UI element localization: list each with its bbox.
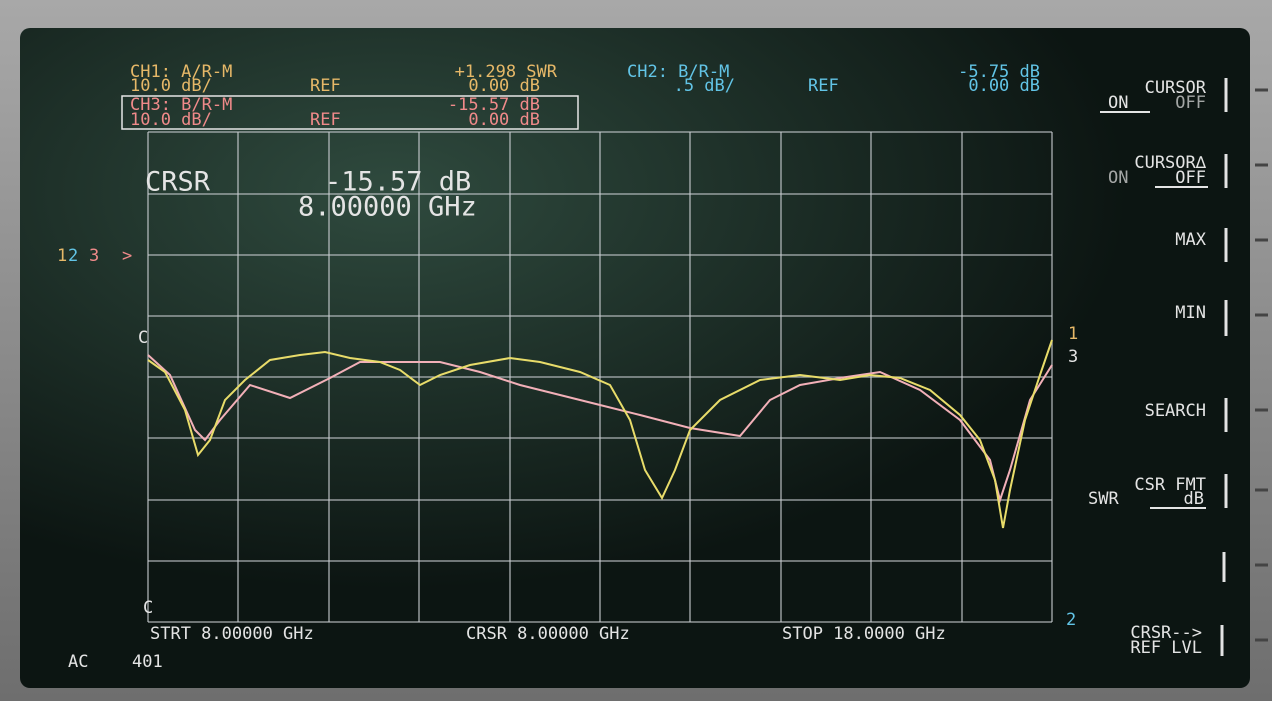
softkey-option: OFF [1175, 93, 1206, 113]
bezel-ticks [1255, 88, 1268, 642]
softkey[interactable]: MIN [1175, 300, 1228, 336]
ch3-ref-value: 0.00 dB [468, 110, 540, 130]
ch3-value: -15.57 dB [448, 95, 540, 115]
cursor-marker-top: C [138, 328, 148, 348]
cursor-frequency: 8.00000 GHz [298, 192, 477, 223]
trace-ch3 [147, 354, 1053, 504]
softkey-label: MAX [1175, 230, 1206, 250]
ch1-scale: 10.0 dB/ [130, 76, 212, 96]
ch1-value: +1.298 SWR [455, 62, 558, 82]
ch2-ref: REF [808, 76, 839, 96]
softkey[interactable]: SEARCH [1145, 398, 1228, 432]
screen [20, 28, 1250, 688]
softkey-sublabel: REF LVL [1130, 638, 1202, 658]
softkey[interactable]: CRSR--> REF LVL [1130, 623, 1224, 658]
ch2-label: CH2: B/R-M [627, 62, 729, 82]
softkey-option: ON [1108, 168, 1128, 188]
ch1-ref-value: 0.00 dB [468, 76, 540, 96]
stop-frequency: STOP 18.0000 GHz [782, 624, 946, 644]
softkey-option: OFF [1175, 168, 1206, 188]
ch1-label: CH1: A/R-M [130, 62, 232, 82]
softkey[interactable]: CURSOR ON OFF [1100, 78, 1228, 113]
marker-1: 1 [57, 246, 67, 266]
ch3-scale: 10.0 dB/ [130, 110, 212, 130]
ch2-scale: .5 dB/ [674, 76, 735, 96]
marker-2: 2 [68, 246, 78, 266]
ch1-ref: REF [310, 76, 341, 96]
marker-3: 3 [89, 246, 99, 266]
ch3-label: CH3: B/R-M [130, 95, 232, 115]
ch2-value: -5.75 dB [958, 62, 1040, 82]
softkey[interactable]: MAX [1175, 228, 1228, 262]
softkey-option: SWR [1088, 489, 1119, 509]
right-marker-2: 2 [1066, 610, 1076, 630]
points: 401 [132, 652, 163, 672]
softkey-label: MIN [1175, 303, 1206, 323]
softkey-option: dB [1184, 489, 1204, 509]
active-channel-box [121, 95, 579, 130]
start-frequency: STRT 8.00000 GHz [150, 624, 314, 644]
right-marker-1: 1 [1068, 324, 1078, 344]
softkey[interactable]: CURSOR∆ ON OFF [1108, 153, 1228, 188]
softkey-label: CURSOR∆ [1134, 153, 1206, 173]
right-marker-3: 3 [1068, 347, 1078, 367]
ch3-ref: REF [310, 110, 341, 130]
cursor-value: -15.57 dB [325, 167, 471, 198]
softkey-option: ON [1108, 93, 1128, 113]
grid [147, 131, 1053, 623]
softkey-label: CRSR--> [1130, 623, 1202, 643]
cursor-frequency-footer: CRSR 8.00000 GHz [466, 624, 630, 644]
softkey-label: CURSOR [1145, 78, 1207, 98]
cursor-marker-bottom: C [143, 598, 153, 618]
ch2-ref-value: 0.00 dB [968, 76, 1040, 96]
softkey-label: SEARCH [1145, 401, 1206, 421]
cursor-label: CRSR [145, 167, 211, 198]
softkey[interactable]: CSR FMT SWR dB [1088, 474, 1228, 509]
trace-ch1 [147, 339, 1053, 529]
reference-arrow: > [122, 246, 132, 266]
softkey-label: CSR FMT [1134, 475, 1206, 495]
mode: AC [68, 652, 88, 672]
